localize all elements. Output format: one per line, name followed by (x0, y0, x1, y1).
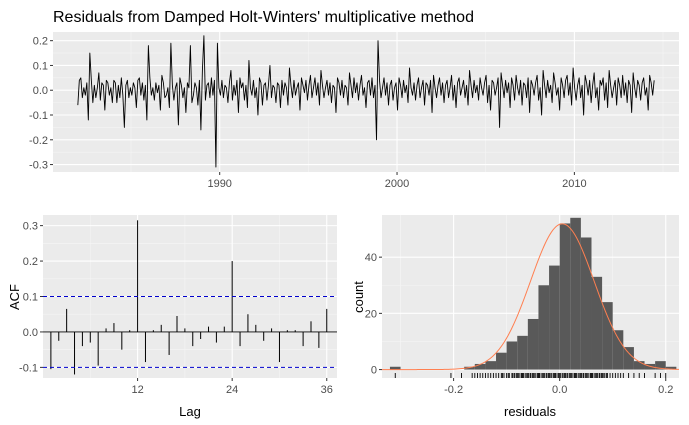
histogram-bar (389, 366, 401, 370)
x-tick-label: 24 (226, 384, 238, 396)
histogram-bar (602, 302, 613, 370)
residuals-line (77, 35, 655, 168)
y-tick-label: 0.2 (33, 36, 48, 48)
y-tick-label: -0.3 (29, 160, 48, 172)
y-tick-label: -0.1 (19, 362, 38, 374)
histogram-bar (591, 276, 603, 370)
histogram-y-label: count (351, 281, 366, 313)
histogram-rug (394, 373, 667, 378)
y-tick-label: 0.0 (33, 85, 48, 97)
acf-x-label: Lag (179, 404, 201, 419)
histogram-bars (389, 217, 677, 370)
x-tick-label: 1990 (207, 178, 231, 190)
y-tick-label: -0.1 (29, 110, 48, 122)
normal-density-curve (382, 223, 680, 371)
y-tick-label: -0.2 (29, 135, 48, 147)
histogram-y-axis: 0 20 40 (365, 252, 382, 377)
acf-y-axis: -0.1 0.0 0.1 0.2 0.3 (19, 221, 43, 374)
acf-bars (50, 220, 328, 375)
y-tick-label: 0 (371, 365, 377, 377)
residuals-time-plot: -0.3 -0.2 -0.1 0.0 0.1 0.2 1990 2000 2010 (29, 32, 679, 190)
histogram-bar (527, 318, 539, 370)
histogram-bar (570, 217, 581, 370)
histogram-plot: 0 20 40 -0.2 0.0 0.2 residuals count (351, 215, 680, 419)
histogram-bar (549, 265, 560, 370)
acf-plot: -0.1 0.0 0.1 0.2 0.3 12 24 36 Lag ACF (7, 215, 337, 419)
histogram-bar (496, 352, 507, 370)
chart-title: Residuals from Damped Holt-Winters' mult… (53, 9, 474, 26)
histogram-bar (517, 335, 528, 370)
y-tick-label: 0.0 (23, 327, 38, 339)
histogram-x-label: residuals (504, 404, 557, 419)
x-tick-label: 0.0 (552, 384, 567, 396)
histogram-bar (485, 361, 497, 370)
residuals-x-axis: 1990 2000 2010 (207, 172, 587, 190)
histogram-x-axis: -0.2 0.0 0.2 (444, 378, 673, 396)
histogram-bar (506, 341, 518, 370)
x-tick-label: 0.2 (658, 384, 673, 396)
x-tick-label: 2000 (385, 178, 409, 190)
histogram-bar (474, 363, 486, 370)
histogram-bar (623, 347, 634, 370)
histogram-bar (538, 285, 550, 370)
acf-x-axis: 12 24 36 (131, 378, 333, 396)
histogram-bar (612, 330, 624, 370)
acf-y-label: ACF (7, 284, 22, 310)
histogram-bar (665, 366, 677, 370)
residuals-y-axis: -0.3 -0.2 -0.1 0.0 0.1 0.2 (29, 36, 53, 172)
y-tick-label: 0.3 (23, 221, 38, 233)
y-tick-label: 40 (365, 252, 377, 264)
x-tick-label: 12 (131, 384, 143, 396)
y-tick-label: 20 (365, 308, 377, 320)
x-tick-label: 2010 (562, 178, 586, 190)
y-tick-label: 0.1 (33, 60, 48, 72)
histogram-bar (580, 237, 592, 370)
x-tick-label: 36 (321, 384, 333, 396)
y-tick-label: 0.1 (23, 292, 38, 304)
histogram-bar (464, 366, 475, 370)
y-tick-label: 0.2 (23, 256, 38, 268)
x-tick-label: -0.2 (444, 384, 463, 396)
histogram-bar (633, 361, 645, 370)
histogram-bar (655, 361, 666, 370)
histogram-bar (559, 223, 571, 370)
